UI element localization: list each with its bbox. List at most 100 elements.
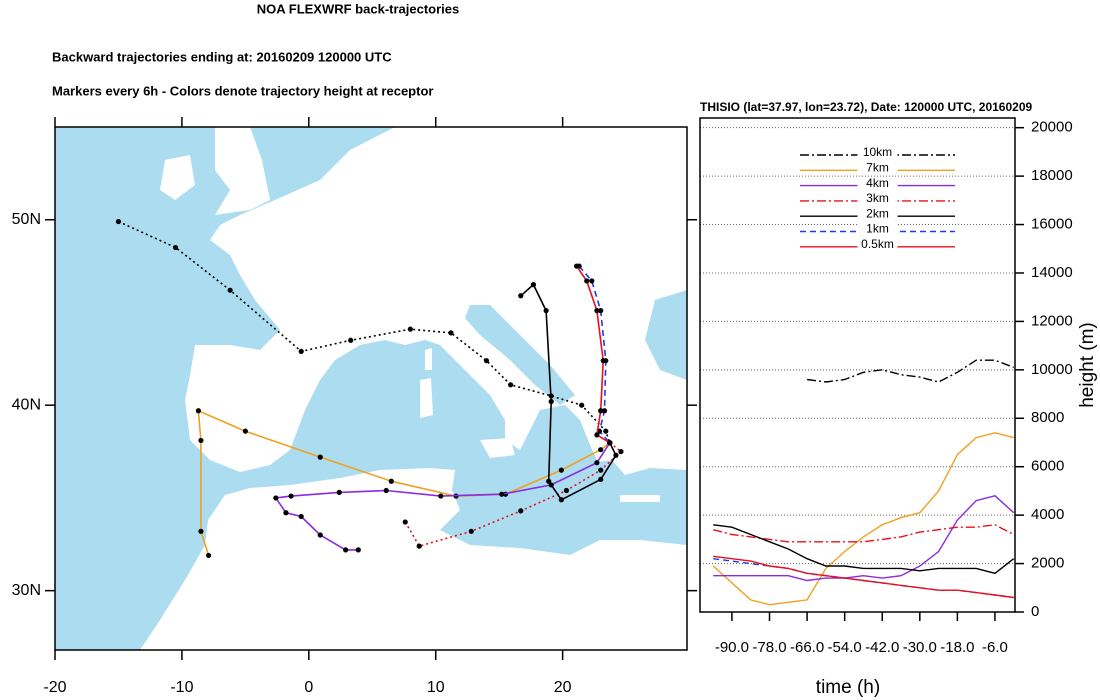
- series-line: [713, 555, 1014, 599]
- y-tick-label: 12000: [1031, 312, 1073, 329]
- trajectory: [404, 442, 623, 548]
- legend-label: 3km: [866, 191, 889, 205]
- trajectory-marker: [598, 476, 604, 482]
- x-tick-label: -10: [170, 679, 193, 696]
- trajectory-marker: [438, 493, 444, 499]
- legend-label: 10km: [863, 145, 892, 159]
- legend-label-bg: [857, 238, 898, 252]
- trajectory-marker: [601, 408, 608, 414]
- trajectory-marker: [115, 218, 122, 225]
- legend-label: 7km: [866, 160, 889, 174]
- y-tick-label: 10000: [1031, 361, 1073, 378]
- legend-label: 1km: [866, 222, 889, 236]
- trajectory-marker: [402, 519, 408, 525]
- trajectory-marker: [594, 460, 600, 466]
- trajectory-marker: [483, 358, 490, 364]
- map: [55, 127, 687, 650]
- legend-label-bg: [857, 192, 898, 206]
- y-tick-label: 6000: [1031, 458, 1064, 475]
- adriatic-sea: [465, 305, 575, 405]
- trajectory-marker: [195, 408, 202, 414]
- trajectory-marker: [546, 478, 552, 484]
- x-tick-label: -78.0: [752, 639, 786, 656]
- y-tick-label: 0: [1031, 603, 1039, 620]
- x-tick-label: -6.0: [982, 639, 1008, 656]
- y-tick-label: 20000: [1031, 119, 1073, 136]
- trajectory-marker: [548, 398, 554, 405]
- great-britain: [215, 127, 270, 215]
- figure-title: NOA FLEXWRF back-trajectories: [257, 1, 460, 16]
- series-line: [713, 524, 1015, 575]
- x-tick-label: -18.0: [940, 639, 974, 656]
- series-line: [713, 495, 1015, 582]
- panel-frame: [699, 117, 1016, 613]
- trajectory-marker: [518, 508, 524, 514]
- legend-label: 0.5km: [861, 237, 894, 251]
- trajectory-marker: [558, 497, 564, 503]
- legend-label-bg: [857, 162, 898, 176]
- y-tick-label: 50N: [12, 211, 41, 228]
- trajectory-marker: [298, 513, 304, 520]
- plot-area: [700, 127, 1015, 612]
- trajectory-marker: [388, 478, 394, 484]
- trajectory-marker: [172, 244, 179, 251]
- legend-label-bg: [857, 147, 898, 160]
- trajectory-marker: [288, 493, 294, 499]
- ireland: [160, 155, 195, 200]
- legend-label-bg: [857, 223, 898, 237]
- trajectory-marker: [613, 452, 619, 458]
- y-axis-label: height (m): [1077, 322, 1098, 408]
- trajectory-marker: [589, 278, 595, 284]
- trajectory-marker: [242, 428, 248, 434]
- trajectory-marker: [579, 402, 585, 408]
- crete: [620, 495, 660, 502]
- series-line: [713, 524, 1015, 543]
- trajectory-marker: [283, 510, 289, 516]
- trajectory-marker: [499, 491, 505, 497]
- trajectory-marker: [603, 428, 609, 434]
- map-frame: [54, 126, 688, 651]
- legend-label: 4km: [866, 176, 889, 190]
- africa: [140, 468, 687, 650]
- corsica: [425, 348, 432, 370]
- trajectory-marker: [530, 282, 537, 288]
- trajectory-marker: [448, 330, 454, 336]
- trajectory-marker: [594, 308, 600, 314]
- trajectory: [274, 442, 611, 551]
- trajectory-marker: [355, 547, 361, 553]
- subtitle: Backward trajectories ending at: 2016020…: [52, 49, 392, 64]
- x-tick-label: 0: [304, 679, 313, 696]
- trajectory-marker: [468, 528, 474, 534]
- trajectory-marker: [298, 348, 304, 355]
- trajectory-marker: [348, 337, 354, 343]
- y-tick-label: 8000: [1031, 409, 1064, 426]
- trajectory: [197, 409, 611, 556]
- inland-seas: [465, 290, 687, 405]
- y-tick-label: 4000: [1031, 506, 1064, 523]
- y-tick-label: 2000: [1031, 555, 1064, 572]
- trajectory-marker: [317, 454, 323, 460]
- x-tick-label: -54.0: [828, 639, 862, 656]
- trajectory-marker: [343, 547, 349, 553]
- trajectory-marker: [205, 552, 212, 559]
- trajectory-marker: [507, 382, 514, 388]
- x-tick-label: -42.0: [865, 639, 899, 656]
- trajectory-marker: [573, 263, 580, 269]
- subtitle: Markers every 6h - Colors denote traject…: [52, 83, 433, 98]
- trajectory-marker: [543, 308, 549, 314]
- trajectory-marker: [598, 467, 604, 473]
- legend-label: 2km: [866, 206, 889, 220]
- trajectory-marker: [598, 447, 604, 453]
- trajectories: [115, 218, 624, 559]
- sicily: [480, 438, 515, 458]
- x-tick-label: 10: [427, 679, 445, 696]
- trajectory-marker: [598, 308, 604, 314]
- trajectory-marker: [598, 408, 604, 414]
- legend-label-bg: [857, 208, 898, 222]
- trajectory-marker: [198, 437, 204, 444]
- trajectory-marker: [607, 440, 613, 446]
- trajectory-marker: [273, 495, 279, 501]
- trajectory-marker: [416, 543, 422, 549]
- trajectory-marker: [563, 487, 570, 494]
